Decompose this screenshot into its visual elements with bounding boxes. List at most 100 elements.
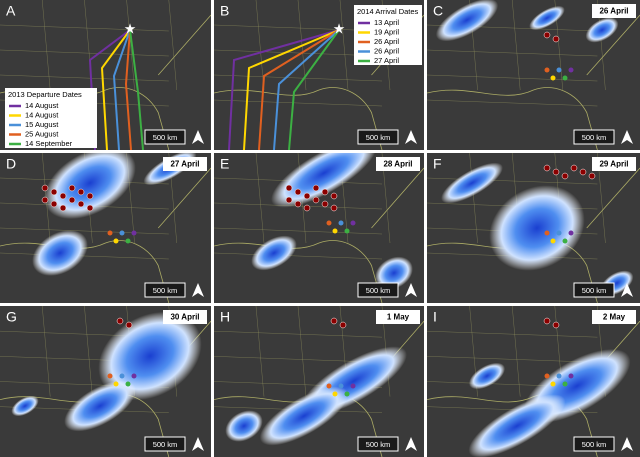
date-label: 2 May (603, 313, 626, 322)
date-label: 29 April (599, 160, 628, 169)
track (100, 29, 131, 150)
cloud (435, 0, 499, 42)
tag-location (344, 228, 350, 234)
north-arrow (405, 437, 417, 451)
cloud (32, 230, 88, 276)
track (243, 29, 340, 150)
bird-location (321, 188, 329, 196)
bird-location (41, 196, 49, 204)
tag-location (562, 75, 568, 81)
bird-location (116, 317, 124, 325)
scale-label: 500 km (366, 133, 391, 142)
bird-location (59, 192, 67, 200)
bird-location (86, 204, 94, 212)
cloud (441, 162, 503, 204)
bird-location (543, 317, 551, 325)
bird-location (86, 192, 94, 200)
release-star: ★ (333, 21, 346, 37)
legend-box (5, 88, 97, 148)
tag-location (113, 238, 119, 244)
scale-box (357, 129, 399, 145)
tag-location (131, 230, 137, 236)
scale-box (357, 282, 399, 298)
north-arrow (621, 283, 633, 297)
date-box (592, 4, 636, 18)
bird-location (285, 184, 293, 192)
tag-location (550, 238, 556, 244)
north-arrow (621, 130, 633, 144)
cloud (529, 5, 565, 31)
state-border (427, 0, 598, 91)
bird-location (579, 168, 587, 176)
tag-location (568, 67, 574, 73)
bird-location (50, 200, 58, 208)
scale-box (357, 436, 399, 452)
panel-letter: I (433, 309, 437, 325)
map (427, 0, 640, 150)
bird-location (588, 172, 596, 180)
legend-box (354, 5, 422, 65)
bird-location (68, 196, 76, 204)
tag-location (568, 230, 574, 236)
date-box (163, 310, 207, 324)
bird-location (321, 200, 329, 208)
date-label: 27 April (170, 160, 199, 169)
legend-label: 26 April (374, 37, 399, 46)
bird-location (552, 321, 560, 329)
tag-location (550, 381, 556, 387)
scale-label: 500 km (582, 440, 607, 449)
scale-label: 500 km (153, 133, 178, 142)
bird-location (303, 204, 311, 212)
cloud (44, 153, 136, 220)
tag-location (544, 230, 550, 236)
scale-box (573, 436, 615, 452)
legend-label: 25 August (25, 129, 59, 138)
state-border (0, 0, 169, 91)
track (288, 29, 340, 150)
map-panel: E 28 April 500 km (214, 153, 424, 303)
bird-location (339, 321, 347, 329)
cloud (468, 362, 506, 390)
bird-location (59, 204, 67, 212)
bird-location (330, 204, 338, 212)
legend-label: 14 August (25, 101, 59, 110)
date-label: 30 April (170, 313, 199, 322)
tag-location (332, 391, 338, 397)
tag-location (350, 220, 356, 226)
bird-location (285, 196, 293, 204)
scale-box (144, 282, 186, 298)
panel-letter: D (6, 156, 16, 172)
tag-location (119, 373, 125, 379)
tag-location (556, 373, 562, 379)
bird-location (570, 164, 578, 172)
tag-location (131, 373, 137, 379)
map-panel: I 2 May 500 km (427, 306, 640, 457)
cloud (585, 17, 619, 43)
legend-label: 27 April (374, 56, 399, 65)
tag-location (562, 238, 568, 244)
date-label: 1 May (387, 313, 410, 322)
legend-title: 2014 Arrival Dates (357, 7, 419, 16)
date-box (376, 157, 420, 171)
state-border (0, 0, 169, 91)
scale-label: 500 km (153, 286, 178, 295)
track (124, 29, 132, 150)
map (214, 306, 424, 457)
tag-location (556, 67, 562, 73)
bird-location (561, 172, 569, 180)
map-panel: F 29 April 500 km (427, 153, 640, 303)
panel-letter: F (433, 156, 442, 172)
release-star: ★ (124, 21, 137, 37)
legend-label: 19 April (374, 27, 399, 36)
bird-location (68, 184, 76, 192)
tag-location (119, 230, 125, 236)
scale-label: 500 km (582, 133, 607, 142)
state-border (214, 0, 383, 91)
cloud (225, 410, 263, 442)
track (273, 29, 340, 150)
legend-title: 2013 Departure Dates (8, 90, 82, 99)
scale-box (573, 282, 615, 298)
